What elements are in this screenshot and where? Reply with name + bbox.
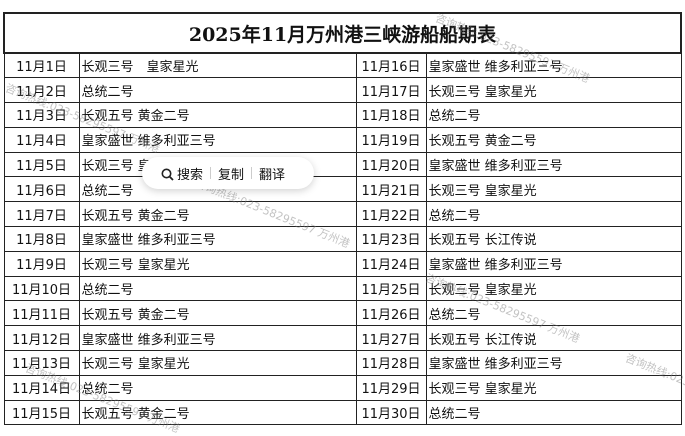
table-row: 11月9日 长观三号 皇家星光 11月24日 皇家盛世 维多利亚三号 <box>3 250 682 277</box>
date-cell: 11月28日 <box>355 350 427 376</box>
date-cell: 11月11日 <box>3 300 80 327</box>
ships-cell: 皇家盛世 维多利亚三号 <box>78 325 357 352</box>
ships-cell: 皇家盛世 维多利亚三号 <box>78 226 357 252</box>
date-cell: 11月21日 <box>355 176 427 203</box>
table-row: 11月12日 皇家盛世 维多利亚三号 11月27日 长观五号 长江传说 <box>3 325 682 352</box>
ships-cell: 长观三号 皇家星光 <box>78 350 357 376</box>
date-cell: 11月10日 <box>3 275 80 302</box>
table-row: 11月14日 总统二号 11月29日 长观三号 皇家星光 <box>3 374 682 401</box>
table-row: 11月5日 长观三号 皇家星光 11月20日 皇家盛世 维多利亚三号 <box>3 151 682 178</box>
date-cell: 11月2日 <box>3 77 80 104</box>
ships-cell: 长观五号 长江传说 <box>425 226 682 252</box>
ships-cell: 总统二号 <box>78 374 357 401</box>
ships-cell: 总统二号 <box>425 201 682 228</box>
table-row: 11月10日 总统二号 11月25日 长观三号 皇家星光 <box>3 275 682 302</box>
divider <box>251 167 253 179</box>
ships-cell: 长观五号 黄金二号 <box>78 300 357 327</box>
ships-cell: 皇家盛世 维多利亚三号 <box>425 350 682 376</box>
date-cell: 11月8日 <box>3 226 80 252</box>
date-cell: 11月24日 <box>355 250 427 277</box>
date-cell: 11月4日 <box>3 126 80 153</box>
table-row: 11月2日 总统二号 11月17日 长观三号 皇家星光 <box>3 77 682 104</box>
date-cell: 11月29日 <box>355 374 427 401</box>
ships-cell: 长观五号 黄金二号 <box>425 126 682 153</box>
ships-cell: 皇家盛世 维多利亚三号 <box>425 52 682 79</box>
search-icon <box>161 168 174 181</box>
date-cell: 11月1日 <box>3 52 80 79</box>
table-row: 11月15日 长观五号 黄金二号 11月30日 总统二号 <box>3 399 682 426</box>
ships-cell: 皇家盛世 维多利亚三号 <box>425 151 682 178</box>
table-row: 11月6日 总统二号 11月21日 长观三号 皇家星光 <box>3 176 682 203</box>
ships-cell: 总统二号 <box>425 399 682 426</box>
ships-cell: 长观三号 皇家星光 <box>425 374 682 401</box>
ships-cell: 长观三号 皇家星光 <box>78 250 357 277</box>
ships-cell: 总统二号 <box>78 275 357 302</box>
ships-cell: 长观三号 皇家星光 <box>425 176 682 203</box>
copy-button[interactable]: 复制 <box>218 167 245 183</box>
ships-cell: 长观五号 黄金二号 <box>78 399 357 426</box>
table-row: 11月4日 皇家盛世 维多利亚三号 11月19日 长观五号 黄金二号 <box>3 126 682 153</box>
ships-cell: 长观五号 黄金二号 <box>78 102 357 128</box>
text-selection-popup: 搜索 复制 翻译 <box>142 157 314 189</box>
ships-cell: 总统二号 <box>425 300 682 327</box>
ships-cell: 总统二号 <box>425 102 682 128</box>
table-row: 11月13日 长观三号 皇家星光 11月28日 皇家盛世 维多利亚三号 <box>3 350 682 376</box>
date-cell: 11月14日 <box>3 374 80 401</box>
date-cell: 11月20日 <box>355 151 427 178</box>
date-cell: 11月7日 <box>3 201 80 228</box>
search-label: 搜索 <box>177 167 204 183</box>
date-cell: 11月3日 <box>3 102 80 128</box>
date-cell: 11月15日 <box>3 399 80 426</box>
date-cell: 11月17日 <box>355 77 427 104</box>
table-title: 2025年11月万州港三峡游船船期表 <box>2 12 683 54</box>
ships-cell: 皇家盛世 维多利亚三号 <box>425 250 682 277</box>
date-cell: 11月6日 <box>3 176 80 203</box>
date-cell: 11月25日 <box>355 275 427 302</box>
table-row: 11月7日 长观五号 黄金二号 11月22日 总统二号 <box>3 201 682 228</box>
date-cell: 11月9日 <box>3 250 80 277</box>
date-cell: 11月30日 <box>355 399 427 426</box>
date-cell: 11月13日 <box>3 350 80 376</box>
schedule-table: 2025年11月万州港三峡游船船期表 11月1日 长观三号 皇家星光 11月16日皇… <box>2 12 683 426</box>
ships-cell: 长观五号 黄金二号 <box>78 201 357 228</box>
date-cell: 11月26日 <box>355 300 427 327</box>
date-cell: 11月16日 <box>355 52 427 79</box>
search-button[interactable]: 搜索 <box>154 164 210 183</box>
table-row: 11月1日 长观三号 皇家星光 11月16日 皇家盛世 维多利亚三号 <box>3 52 682 79</box>
date-cell: 11月22日 <box>355 201 427 228</box>
table-row: 11月3日 长观五号 黄金二号 11月18日 总统二号 <box>3 102 682 128</box>
table-row: 11月8日 皇家盛世 维多利亚三号 11月23日 长观五号 长江传说 <box>3 226 682 252</box>
date-cell: 11月27日 <box>355 325 427 352</box>
date-cell: 11月12日 <box>3 325 80 352</box>
ships-cell: 皇家盛世 维多利亚三号 <box>78 126 357 153</box>
date-cell: 11月18日 <box>355 102 427 128</box>
date-cell: 11月5日 <box>3 151 80 178</box>
ships-cell: 长观三号 皇家星光 <box>425 275 682 302</box>
translate-button[interactable]: 翻译 <box>259 167 286 183</box>
divider <box>210 167 212 179</box>
ships-cell: 长观三号 皇家星光 <box>78 52 357 79</box>
ships-cell: 长观三号 皇家星光 <box>425 77 682 104</box>
ships-cell: 总统二号 <box>78 77 357 104</box>
date-cell: 11月19日 <box>355 126 427 153</box>
ships-cell: 长观五号 长江传说 <box>425 325 682 352</box>
table-row: 11月11日 长观五号 黄金二号 11月26日 总统二号 <box>3 300 682 327</box>
date-cell: 11月23日 <box>355 226 427 252</box>
